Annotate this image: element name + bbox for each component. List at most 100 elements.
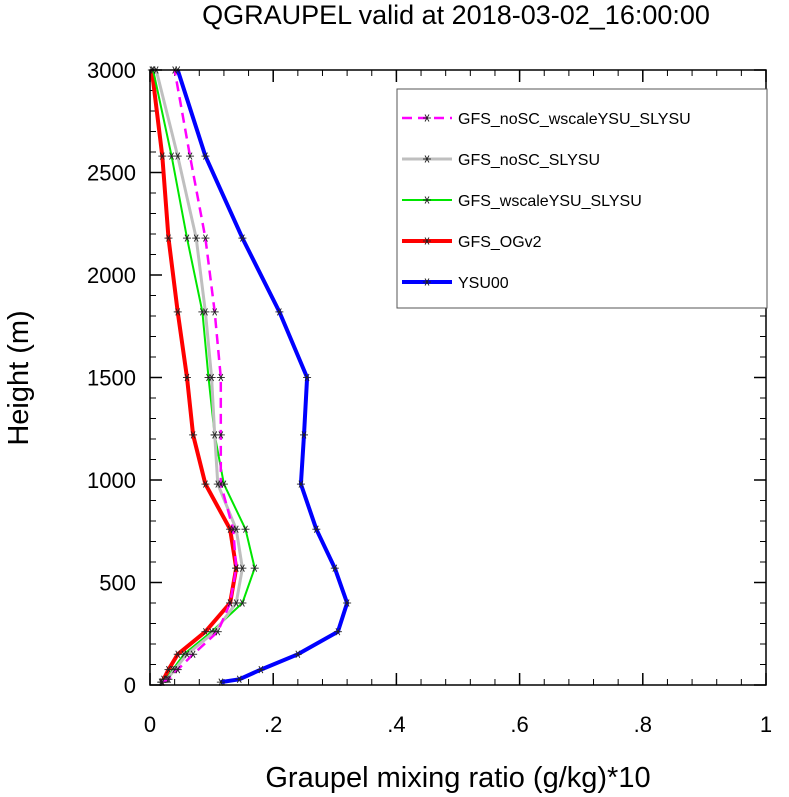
marker-stroke <box>166 234 171 242</box>
data-point-gfs-nosc-wscaleysu-slysu <box>213 627 222 636</box>
data-point-gfs-nosc-wscaleysu-slysu <box>216 480 225 488</box>
marker-stroke <box>159 152 165 160</box>
marker-stroke <box>233 564 239 572</box>
marker-stroke <box>313 525 319 533</box>
marker-stroke <box>304 373 310 382</box>
data-point-gfs-nosc-wscaleysu-slysu <box>226 599 235 607</box>
chart-title: QGRAUPEL valid at 2018-03-02_16:00:00 <box>202 0 710 30</box>
legend-label-gfs-nosc-wscaleysu-slysu: GFS_noSC_wscaleYSU_SLYSU <box>458 111 691 128</box>
marker-stroke <box>175 152 181 160</box>
data-point-gfs-nosc-wscaleysu-slysu <box>164 675 173 683</box>
marker-stroke <box>258 665 264 674</box>
data-point-ysu00 <box>300 431 308 439</box>
legend: GFS_noSC_wscaleYSU_SLYSU GFS_noSC_SLYSU GF… <box>396 88 768 309</box>
data-point-gfs-nosc-wscaleysu-slysu <box>173 665 182 674</box>
x-tick-label: .8 <box>634 712 652 737</box>
data-point-ysu00 <box>312 525 321 533</box>
marker-stroke <box>184 234 190 242</box>
data-point-gfs-nosc-wscaleysu-slysu <box>189 650 198 658</box>
series-line-ysu00 <box>175 69 350 685</box>
data-point-gfs-nosc-slysu <box>192 234 201 242</box>
data-point-gfs-wscaleysu-slysu <box>241 525 250 533</box>
marker-stroke <box>240 564 245 572</box>
marker-stroke <box>218 431 224 439</box>
marker-stroke <box>332 564 338 572</box>
marker-stroke <box>166 675 171 683</box>
legend-marker-gfs-ogv2 <box>423 237 431 245</box>
data-point-ysu00 <box>275 308 284 316</box>
series-line-gfs-ogv2 <box>149 69 239 684</box>
data-point-ysu00 <box>330 564 339 572</box>
data-point-gfs-ogv2 <box>158 152 167 160</box>
data-point-gfs-nosc-wscaleysu-slysu <box>229 525 238 533</box>
data-point-ysu00 <box>303 373 312 382</box>
x-tick-label: 1 <box>760 712 772 737</box>
data-point-gfs-nosc-wscaleysu-slysu <box>216 373 225 382</box>
marker-stroke <box>218 373 224 382</box>
marker-stroke <box>175 650 181 658</box>
data-point-gfs-nosc-wscaleysu-slysu <box>210 308 219 316</box>
marker-stroke <box>212 431 218 439</box>
data-point-gfs-ogv2 <box>164 234 173 242</box>
marker-stroke <box>169 152 174 160</box>
series-group <box>147 66 352 686</box>
marker-stroke <box>187 152 193 160</box>
marker-stroke <box>424 114 430 122</box>
data-point-ysu00 <box>343 599 352 607</box>
legend-label-gfs-wscaleysu-slysu: GFS_wscaleYSU_SLYSU <box>458 193 642 210</box>
y-tick-label: 1500 <box>87 366 136 391</box>
legend-marker-gfs-wscaleysu-slysu <box>423 196 431 204</box>
marker-stroke <box>193 234 199 242</box>
marker-stroke <box>344 599 350 607</box>
marker-stroke <box>175 665 181 674</box>
legend-marker-gfs-nosc-wscaleysu-slysu <box>423 114 431 122</box>
marker-stroke <box>236 675 242 683</box>
data-point-ysu00 <box>201 152 210 160</box>
marker-stroke <box>227 599 233 607</box>
marker-stroke <box>218 480 224 488</box>
data-point-ysu00 <box>296 480 305 488</box>
data-point-gfs-ogv2 <box>201 480 210 488</box>
y-tick-label: 2000 <box>87 263 136 288</box>
marker-stroke <box>233 599 239 607</box>
legend-label-gfs-nosc-slysu: GFS_noSC_SLYSU <box>458 152 600 169</box>
marker-stroke <box>301 431 307 439</box>
data-point-gfs-nosc-wscaleysu-slysu <box>216 431 225 439</box>
data-point-ysu00 <box>293 650 302 658</box>
marker-stroke <box>276 308 282 316</box>
data-point-ysu00 <box>256 665 265 674</box>
x-tick-label: .6 <box>510 712 528 737</box>
marker-stroke <box>209 373 214 382</box>
marker-stroke <box>203 308 208 316</box>
marker-stroke <box>175 308 181 316</box>
marker-stroke <box>190 431 196 439</box>
marker-stroke <box>295 650 301 658</box>
legend-label-gfs-ogv2: GFS_OGv2 <box>458 234 542 251</box>
data-point-gfs-ogv2 <box>173 308 182 316</box>
x-tick-label: 0 <box>144 712 156 737</box>
marker-stroke <box>240 234 245 242</box>
marker-stroke <box>424 155 430 163</box>
x-tick-labels: 0 .2 .4 .6 .8 1 <box>144 712 772 737</box>
data-point-gfs-nosc-wscaleysu-slysu <box>186 152 195 160</box>
marker-stroke <box>230 525 236 533</box>
x-axis-label: Graupel mixing ratio (g/kg)*10 <box>265 762 650 794</box>
marker-stroke <box>298 480 304 488</box>
plot-frame <box>149 69 767 686</box>
data-point-gfs-nosc-slysu <box>173 152 182 160</box>
data-point-gfs-wscaleysu-slysu <box>250 564 259 572</box>
marker-stroke <box>243 525 248 533</box>
y-tick-label: 500 <box>99 571 136 596</box>
marker-stroke <box>166 665 171 674</box>
marker-stroke <box>203 234 208 242</box>
data-point-ysu00 <box>238 234 247 242</box>
data-point-gfs-nosc-wscaleysu-slysu <box>232 564 241 572</box>
legend-marker-ysu00 <box>423 278 431 286</box>
marker-stroke <box>424 237 430 245</box>
data-point-gfs-ogv2 <box>182 373 191 382</box>
legend-label-ysu00: YSU00 <box>458 275 509 292</box>
legend-marker-gfs-nosc-slysu <box>423 155 431 163</box>
data-point-gfs-nosc-slysu <box>207 373 216 382</box>
x-tick-label: .4 <box>387 712 405 737</box>
